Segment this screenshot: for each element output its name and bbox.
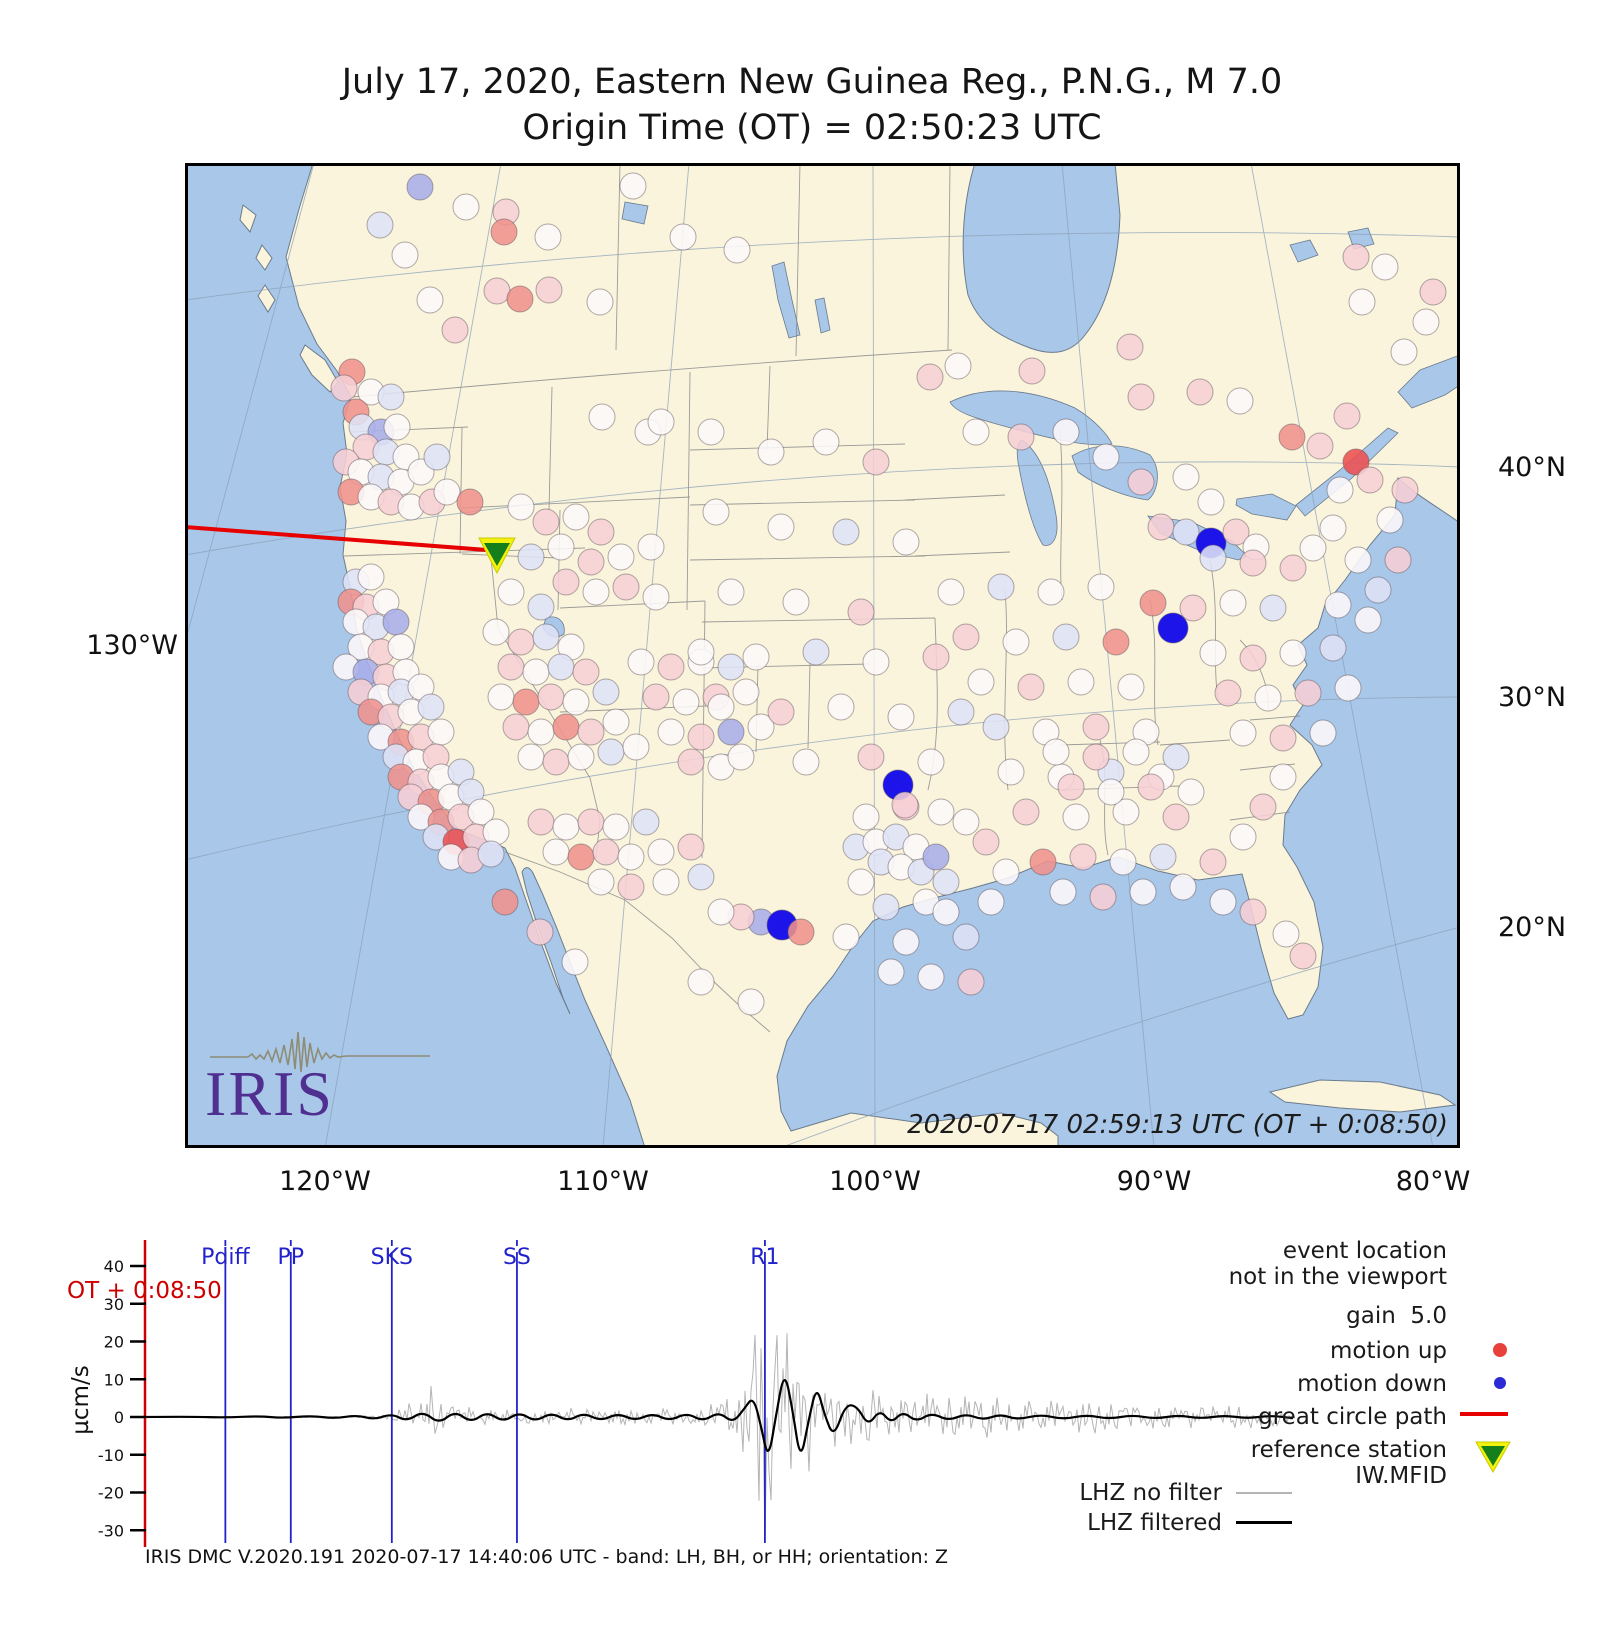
svg-text:SS: SS [503,1245,531,1270]
raw-line-icon [1236,1492,1292,1494]
great-circle-line-icon [1460,1412,1508,1416]
motion-down-dot-icon [1494,1377,1506,1389]
figure-title-line1: July 17, 2020, Eastern New Guinea Reg., … [341,62,1283,102]
legend-raw: LHZ no filter [1079,1480,1222,1506]
legend-event-location-2: not in the viewport [1228,1264,1447,1290]
svg-text:30: 30 [104,1295,124,1314]
map-timestamp: 2020-07-17 02:59:13 UTC (OT + 0:08:50) [907,1110,1448,1140]
svg-text:OT + 0:08:50: OT + 0:08:50 [67,1278,222,1304]
lon-label-80w: 80°W [1395,1166,1471,1197]
svg-text:-30: -30 [98,1521,124,1540]
lon-label-90w: 90°W [1116,1166,1192,1197]
legend-filtered: LHZ filtered [1087,1510,1222,1536]
reference-triangle-icon [1475,1441,1511,1474]
svg-text:40: 40 [104,1257,124,1276]
svg-text:-10: -10 [98,1446,124,1465]
lat-label-40n: 40°N [1498,452,1567,483]
svg-text:-20: -20 [98,1484,124,1503]
lon-label-130w: 130°W [86,630,178,661]
figure-caption: IRIS DMC V.2020.191 2020-07-17 14:40:06 … [145,1546,949,1568]
svg-text:SKS: SKS [371,1245,413,1270]
svg-text:10: 10 [104,1370,124,1389]
station-map [185,163,1460,1148]
lon-label-110w: 110°W [557,1166,649,1197]
lat-label-30n: 30°N [1498,682,1567,713]
great-circle-path [185,525,501,553]
iris-logo-squiggle [210,1031,430,1073]
svg-text:PP: PP [278,1245,305,1270]
legend-motion-down: motion down [1297,1371,1447,1397]
lat-label-20n: 20°N [1498,912,1567,943]
svg-text:R1: R1 [750,1245,779,1270]
motion-up-dot-icon [1493,1343,1507,1357]
legend-motion-up: motion up [1329,1338,1447,1364]
svg-text:µcm/s: µcm/s [68,1365,94,1434]
legend-event-location-1: event location [1282,1238,1447,1264]
legend-great-circle: great circle path [1258,1404,1447,1430]
lon-label-120w: 120°W [279,1166,371,1197]
svg-text:0: 0 [114,1408,124,1427]
legend-gain: gain 5.0 [1346,1303,1447,1329]
reference-station-marker [478,537,516,575]
filtered-line-icon [1236,1521,1292,1524]
seismogram-plot: Pdiff PP SKS SS R1 40 30 20 10 0 -10 -20 -30 µcm/s OT … [67,1240,1294,1547]
legend-reference-station-2: IW.MFID [1355,1463,1447,1489]
lon-label-100w: 100°W [829,1166,921,1197]
station-markers [330,172,1447,1016]
figure-title-line2: Origin Time (OT) = 02:50:23 UTC [522,108,1102,148]
svg-text:20: 20 [104,1333,124,1352]
legend-reference-station-1: reference station [1250,1437,1447,1463]
svg-text:Pdiff: Pdiff [201,1245,250,1270]
iris-logo-text: IRIS [205,1058,334,1129]
map-frame [185,163,1460,1148]
